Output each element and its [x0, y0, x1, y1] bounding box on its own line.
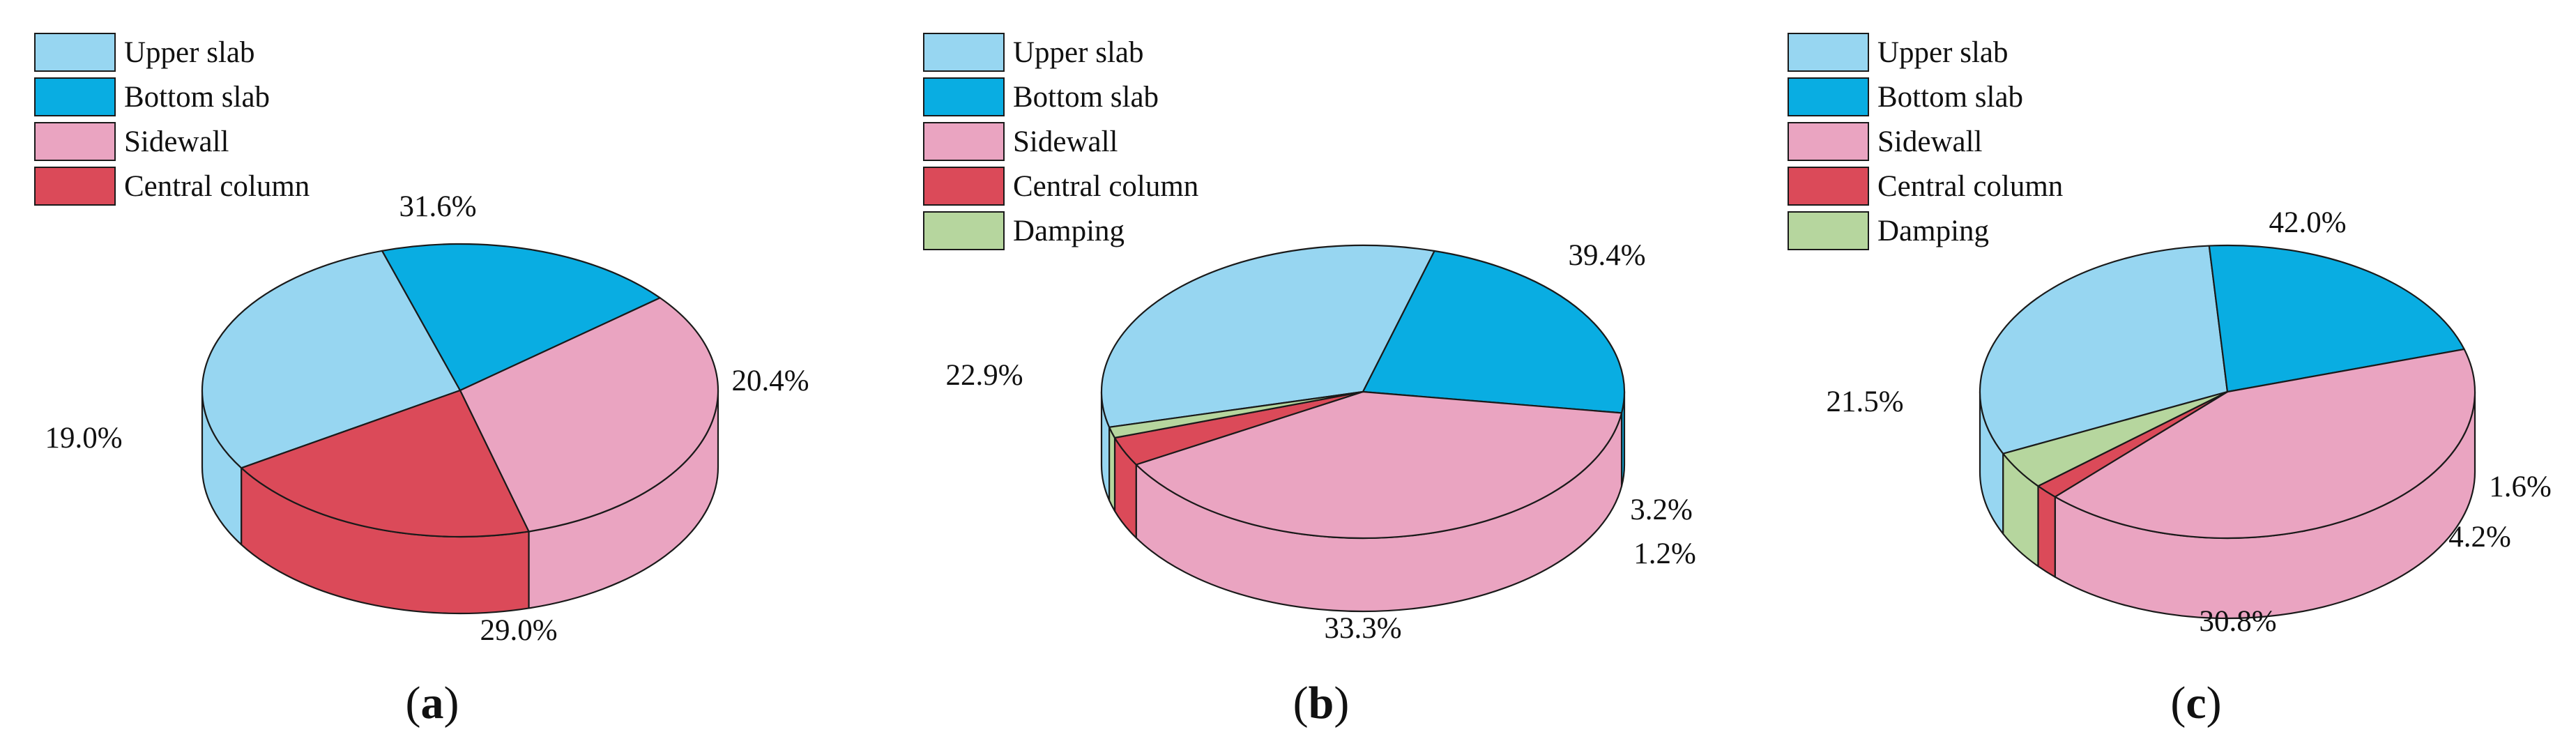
legend-swatch-sidewall: [923, 122, 1005, 161]
legend-swatch-sidewall: [34, 122, 116, 161]
pie-side-walls: [1100, 390, 1626, 613]
legend-label-central-column: Central column: [1013, 170, 1198, 203]
legend-swatch-upper-slab: [1788, 33, 1869, 72]
pie-slice-sidewall: [1135, 390, 1623, 540]
pie-side-central-column: [2037, 485, 2056, 578]
panel-label: (b): [1293, 678, 1350, 728]
legend: Upper slab Bottom slab Sidewall Central col…: [923, 33, 1198, 250]
pie-label-upper-slab: 33.3%: [1324, 612, 1401, 645]
pie-slice-sidewall: [459, 297, 719, 533]
pie-label-upper-slab: 30.8%: [2199, 605, 2276, 638]
pie-label-bottom-slab: 21.5%: [1826, 386, 1903, 418]
legend-swatch-central-column: [34, 167, 116, 206]
legend-swatch-bottom-slab: [34, 77, 116, 116]
pie-slice-upper-slab: [201, 250, 462, 469]
legend-label-upper-slab: Upper slab: [1013, 36, 1143, 69]
legend-label-sidewall: Sidewall: [1877, 125, 1983, 158]
legend-swatch-central-column: [923, 167, 1005, 206]
pie-chart-a: Upper slab Bottom slab Sidewall Central col…: [34, 33, 809, 728]
pie-chart-b: Upper slab Bottom slab Sidewall Central col…: [923, 33, 1696, 728]
legend-swatch-upper-slab: [34, 33, 116, 72]
legend-label-damping: Damping: [1877, 215, 1989, 247]
pie-label-sidewall: 42.0%: [2269, 206, 2346, 239]
legend-label-damping: Damping: [1013, 215, 1125, 247]
legend-label-bottom-slab: Bottom slab: [1877, 81, 2023, 114]
pie-top: [1100, 244, 1626, 540]
legend-swatch-bottom-slab: [923, 77, 1005, 116]
pie-label-sidewall: 31.6%: [399, 190, 476, 223]
pie-slice-damping: [1108, 390, 1364, 439]
pie-label-central-column: 1.6%: [2489, 471, 2552, 503]
pie-chart-c: Upper slab Bottom slab Sidewall Central col…: [1788, 33, 2552, 728]
pie-label-central-column: 20.4%: [731, 365, 809, 397]
pie-slice-damping: [2002, 390, 2229, 487]
legend-label-sidewall: Sidewall: [124, 125, 229, 158]
legend-swatch-damping: [1788, 211, 1869, 250]
legend-label-upper-slab: Upper slab: [124, 36, 254, 69]
legend-label-sidewall: Sidewall: [1013, 125, 1118, 158]
legend-label-bottom-slab: Bottom slab: [124, 81, 270, 114]
legend-swatch-sidewall: [1788, 122, 1869, 161]
pie-slice-upper-slab: [1100, 244, 1435, 428]
legend-label-upper-slab: Upper slab: [1877, 36, 2008, 69]
pie-top: [1979, 244, 2476, 540]
pie-slice-central-column: [241, 389, 530, 538]
pie-slice-bottom-slab: [381, 243, 661, 392]
pie-label-sidewall: 39.4%: [1568, 239, 1645, 272]
legend: Upper slab Bottom slab Sidewall Central col…: [1788, 33, 2063, 250]
legend-swatch-upper-slab: [923, 33, 1005, 72]
legend-label-central-column: Central column: [1877, 170, 2063, 203]
pie-slice-sidewall: [2054, 348, 2476, 540]
legend-swatch-damping: [923, 211, 1005, 250]
pie-label-bottom-slab: 19.0%: [45, 422, 122, 455]
legend-label-bottom-slab: Bottom slab: [1013, 81, 1159, 114]
pie-slice-upper-slab: [1979, 245, 2229, 455]
legend-swatch-bottom-slab: [1788, 77, 1869, 116]
legend-swatch-central-column: [1788, 167, 1869, 206]
panel-label: (a): [406, 678, 459, 728]
pie-label-bottom-slab: 22.9%: [945, 359, 1023, 392]
pie-slice-bottom-slab: [2208, 244, 2465, 393]
pie-slice-bottom-slab: [1362, 250, 1626, 414]
legend: Upper slab Bottom slab Sidewall Central col…: [34, 33, 310, 206]
pie-side-damping: [1108, 426, 1116, 512]
panel-label: (c): [2170, 678, 2221, 728]
pie-top: [201, 243, 719, 538]
pie-label-damping: 1.2%: [1633, 537, 1696, 570]
pie-label-upper-slab: 29.0%: [480, 614, 557, 647]
legend-label-central-column: Central column: [124, 170, 310, 203]
pie-label-damping: 4.2%: [2448, 521, 2511, 554]
pie-label-central-column: 3.2%: [1630, 494, 1693, 526]
